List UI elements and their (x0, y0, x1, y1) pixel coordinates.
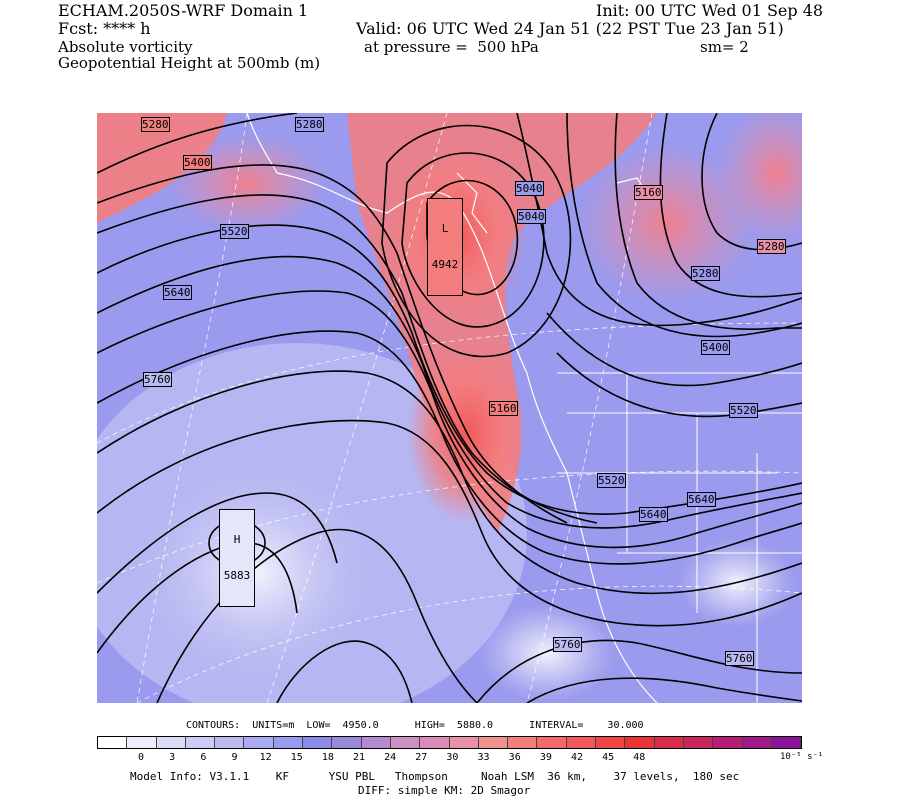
colorbar-swatch (244, 737, 274, 748)
diffusion-info: DIFF: simple KM: 2D Smagor (358, 784, 531, 797)
pressure-level: at pressure = 500 hPa (364, 38, 539, 56)
colorbar-swatch (478, 737, 509, 748)
colorbar-tick-label: 18 (321, 752, 334, 763)
contour-label: 5040 (515, 181, 544, 196)
vorticity-band-northeast (577, 143, 757, 303)
high-pressure-marker: H 5883 (219, 509, 255, 607)
contour-label: 5640 (687, 492, 716, 507)
contour-label: 5400 (183, 155, 212, 170)
colorbar-tick-label: 33 (477, 752, 490, 763)
contour-label: 5520 (597, 473, 626, 488)
valid-time: Valid: 06 UTC Wed 24 Jan 51 (22 PST Tue … (356, 19, 784, 38)
low-pressure-marker: L 4942 (427, 198, 463, 296)
contour-label: 5520 (220, 224, 249, 239)
colorbar-swatch (449, 737, 479, 748)
colorbar-swatch (654, 737, 684, 748)
high-marker-letter: H (233, 533, 241, 546)
colorbar-tick-label: 48 (633, 752, 646, 763)
colorbar-tick-label: 12 (259, 752, 272, 763)
colorbar-swatch (127, 737, 157, 748)
colorbar-swatch (98, 737, 128, 748)
smoothing-value: sm= 2 (700, 38, 749, 56)
colorbar-tick-label: 42 (570, 752, 583, 763)
vorticity-band-northwest (97, 113, 227, 223)
colorbar (97, 736, 802, 749)
colorbar-swatch (156, 737, 186, 748)
low-marker-letter: L (441, 222, 449, 235)
colorbar-swatch (332, 737, 362, 748)
colorbar-tick-label: 21 (352, 752, 366, 763)
colorbar-swatch (508, 737, 538, 748)
colorbar-tick-label: 9 (231, 752, 238, 763)
forecast-hour: Fcst: **** h (58, 19, 151, 38)
contour-label: 5400 (701, 340, 730, 355)
contour-label: 5160 (489, 401, 518, 416)
field-name-geopotential: Geopotential Height at 500mb (m) (58, 54, 321, 72)
contour-label: 5520 (729, 403, 758, 418)
model-domain-title: ECHAM.2050S-WRF Domain 1 (58, 1, 309, 20)
high-marker-value: 5883 (223, 569, 251, 582)
colorbar-swatch (742, 737, 772, 748)
colorbar-unit: 10⁻⁵ s⁻¹ (780, 752, 824, 762)
colorbar-tick-label: 30 (446, 752, 459, 763)
colorbar-swatch (185, 737, 216, 748)
contour-label: 5160 (634, 185, 663, 200)
contour-label: 5760 (553, 637, 582, 652)
colorbar-swatch (625, 737, 655, 748)
low-marker-value: 4942 (431, 258, 459, 271)
vorticity-band-north (167, 133, 327, 233)
contour-label: 5640 (639, 507, 668, 522)
colorbar-tick-label: 15 (290, 752, 303, 763)
colorbar-tick-label: 36 (508, 752, 521, 763)
init-time: Init: 00 UTC Wed 01 Sep 48 (596, 1, 824, 20)
colorbar-tick-label: 24 (384, 752, 397, 763)
colorbar-tick-label: 45 (602, 752, 615, 763)
colorbar-swatch (420, 737, 450, 748)
contour-label: 5280 (295, 117, 324, 132)
colorbar-tick-label: 27 (415, 752, 428, 763)
contour-label: 5640 (163, 285, 192, 300)
contour-label: 5280 (757, 239, 786, 254)
colorbar-ticks: 0 3 6 9 12 15 18 21 24 27 30 33 36 39 42 45 48 (97, 752, 802, 764)
colorbar-swatch (273, 737, 304, 748)
colorbar-swatch (303, 737, 333, 748)
vorticity-minimum-south (477, 603, 617, 703)
colorbar-swatch (683, 737, 714, 748)
contour-label: 5760 (725, 651, 754, 666)
contour-label: 5280 (691, 266, 720, 281)
vorticity-band-east (717, 113, 802, 243)
field-name-vorticity: Absolute vorticity (58, 38, 193, 56)
contour-label: 5040 (517, 209, 546, 224)
colorbar-swatch (713, 737, 743, 748)
contour-label: 5280 (141, 117, 170, 132)
colorbar-swatch (361, 737, 391, 748)
contours-info: CONTOURS: UNITS=m LOW= 4950.0 HIGH= 5880… (186, 720, 644, 731)
colorbar-swatch (537, 737, 567, 748)
colorbar-swatch (596, 737, 626, 748)
colorbar-tick-label: 39 (539, 752, 552, 763)
colorbar-tick-label: 0 (138, 752, 145, 763)
model-info: Model Info: V3.1.1 KF YSU PBL Thompson N… (130, 770, 740, 783)
colorbar-tick-label: 6 (200, 752, 207, 763)
colorbar-tick-label: 3 (169, 752, 176, 763)
colorbar-swatch (390, 737, 421, 748)
contour-label: 5760 (143, 372, 172, 387)
colorbar-swatch (771, 737, 802, 748)
colorbar-swatch (215, 737, 245, 748)
colorbar-swatch (566, 737, 597, 748)
map-panel: 5280 5280 5400 5520 5640 5760 5040 5040 … (97, 113, 802, 703)
